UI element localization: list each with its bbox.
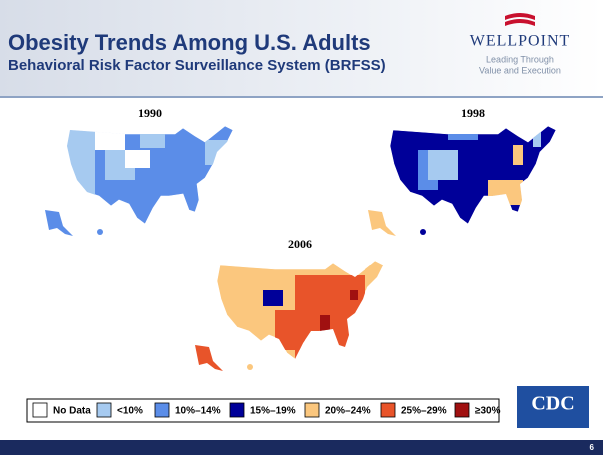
hawaii xyxy=(247,364,253,370)
us-outline xyxy=(389,125,557,225)
region xyxy=(533,132,541,147)
legend: No Data <10% 10%–14% 15%–19% 20%–24% 25%–29% ≥… xyxy=(26,398,501,423)
legend-label: 15%–19% xyxy=(250,406,296,417)
region xyxy=(513,145,523,165)
legend-swatch xyxy=(154,402,170,418)
legend-label: 20%–24% xyxy=(325,406,371,417)
alaska xyxy=(45,210,73,236)
region xyxy=(140,130,165,148)
legend-label: 10%–14% xyxy=(175,406,221,417)
cdc-logo: CDC xyxy=(517,386,589,428)
legend-swatch xyxy=(454,402,470,418)
logo-tagline: Value and Execution xyxy=(479,65,561,75)
region xyxy=(488,180,523,205)
legend-label: 25%–29% xyxy=(401,406,447,417)
map-1998: 1998 xyxy=(368,106,557,236)
legend-label: No Data xyxy=(53,406,91,417)
hawaii xyxy=(420,229,426,235)
cdc-badge xyxy=(517,386,589,428)
region xyxy=(205,140,233,165)
page-number: 6 xyxy=(590,443,595,452)
legend-swatch xyxy=(229,402,245,418)
alaska xyxy=(368,210,396,236)
map-year: 1998 xyxy=(461,106,485,120)
title: Obesity Trends Among U.S. Adults xyxy=(8,30,371,55)
map-year: 1990 xyxy=(138,106,162,120)
legend-swatch xyxy=(304,402,320,418)
header-band xyxy=(0,0,603,96)
legend-swatch xyxy=(380,402,396,418)
region xyxy=(263,290,283,306)
hawaii xyxy=(97,229,103,235)
region xyxy=(125,150,150,168)
region xyxy=(95,126,125,150)
map-year: 2006 xyxy=(288,237,312,251)
region xyxy=(428,150,458,180)
map-1990: 1990 xyxy=(45,106,234,236)
legend-label: <10% xyxy=(117,406,143,417)
map-2006: 2006 xyxy=(195,237,384,371)
legend-swatch xyxy=(96,402,112,418)
logo-name: WELLPOINT xyxy=(470,33,571,50)
logo-flag xyxy=(505,13,535,26)
wellpoint-logo: WELLPOINT Leading Through Value and Exec… xyxy=(470,13,571,75)
legend-swatch xyxy=(32,402,48,418)
region xyxy=(448,126,478,140)
region xyxy=(350,290,358,300)
logo-tagline: Leading Through xyxy=(486,54,554,64)
legend-label: ≥30% xyxy=(475,406,501,417)
cdc-text: CDC xyxy=(531,393,574,415)
header-rule xyxy=(0,96,603,98)
region xyxy=(320,315,330,340)
region xyxy=(275,310,305,350)
alaska xyxy=(195,345,223,371)
footer-bar xyxy=(0,440,603,455)
subtitle: Behavioral Risk Factor Surveillance Syst… xyxy=(8,57,386,74)
